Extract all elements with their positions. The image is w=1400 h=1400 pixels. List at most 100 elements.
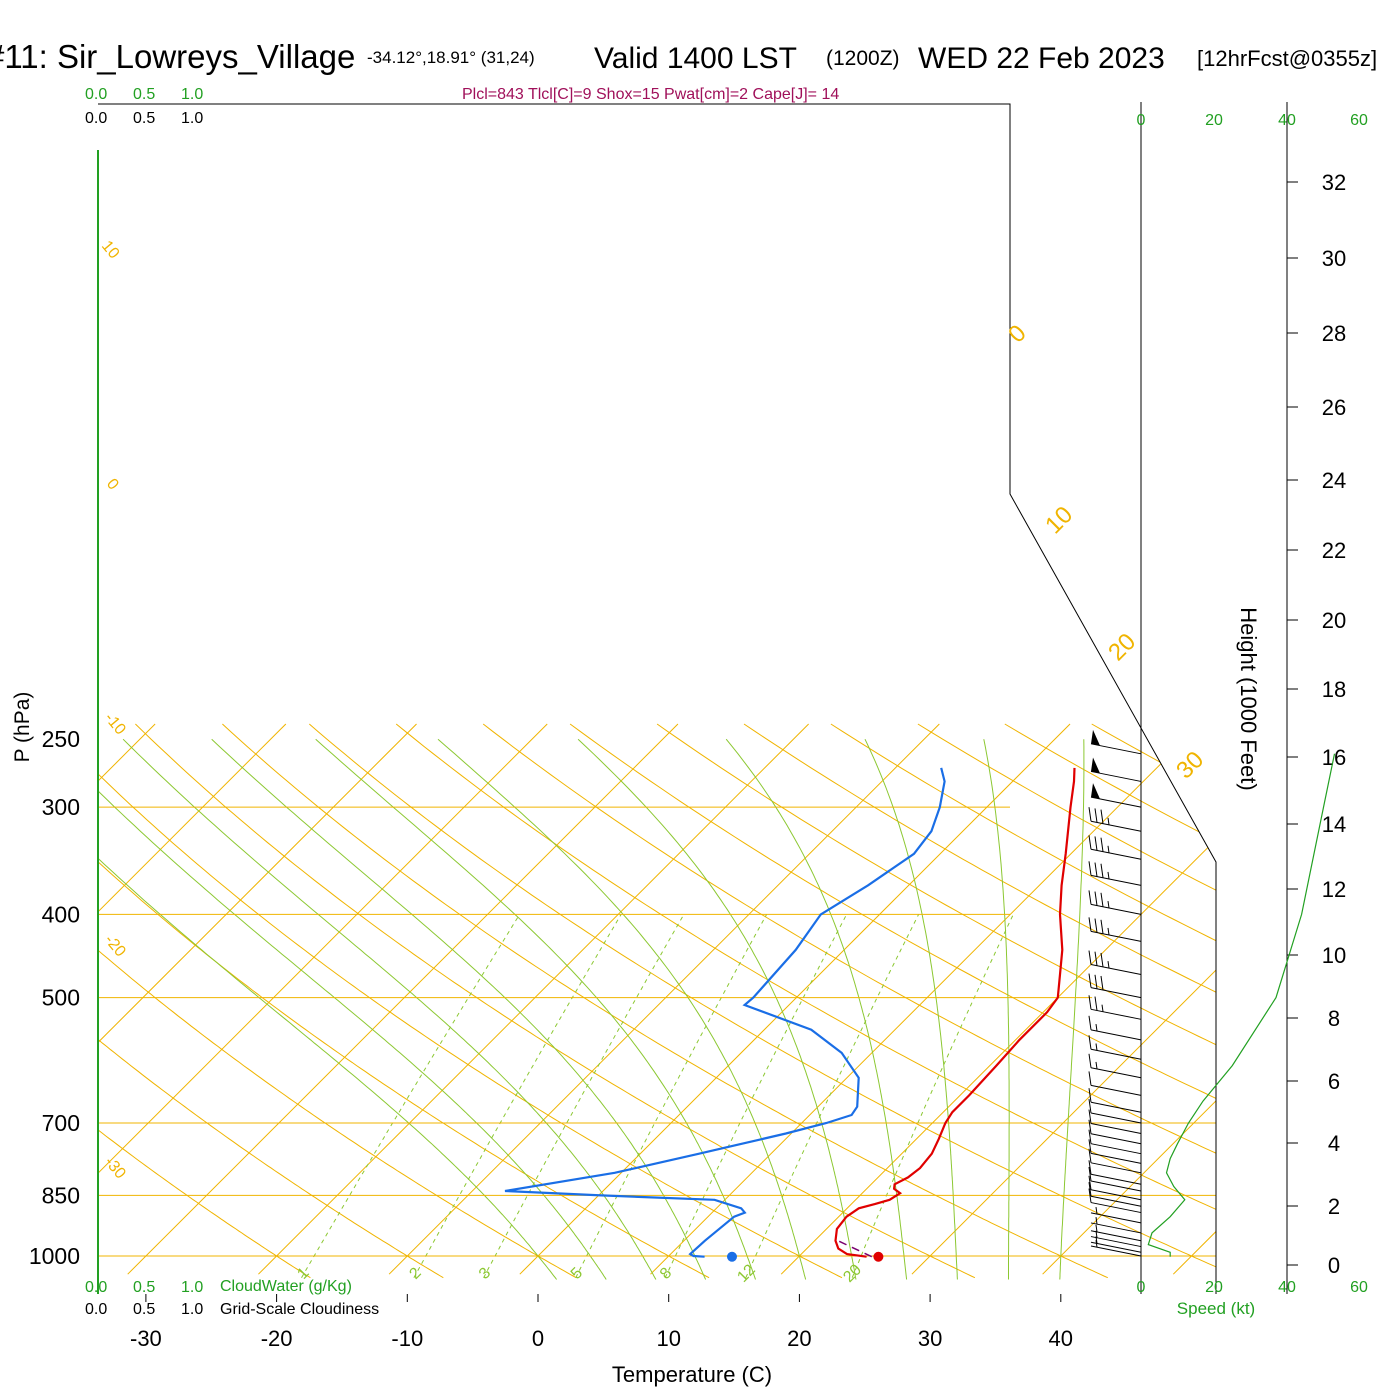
speed-tick-top: 20	[1205, 112, 1223, 129]
height-tick-label: 26	[1322, 395, 1346, 420]
dry-adiabat-line	[308, 723, 1216, 1279]
barb-full-flag	[1088, 1166, 1092, 1182]
barb-full-flag	[1088, 973, 1092, 988]
wind-barb	[1088, 995, 1142, 1020]
barb-shaft	[1090, 1123, 1142, 1135]
pressure-label: 250	[42, 726, 80, 752]
adiabat-label: 10	[98, 238, 123, 263]
barb-full-flag	[1088, 1119, 1092, 1134]
barb-full-flag	[1088, 1053, 1092, 1068]
height-tick-label: 10	[1322, 943, 1346, 968]
wind-barb	[1088, 917, 1142, 942]
barb-shaft	[1090, 1245, 1142, 1257]
barb-full-flag	[1094, 808, 1098, 823]
barb-half-flag	[1095, 1224, 1098, 1233]
height-axis-title: Height (1000 Feet)	[1236, 607, 1261, 790]
moist-adiabat-line	[577, 738, 857, 1280]
barb-shaft	[1090, 1189, 1142, 1201]
dry-adiabat-line	[830, 723, 1216, 1279]
moist-adiabat-line	[98, 738, 607, 1280]
pressure-label: 400	[42, 901, 80, 927]
barb-full-flag	[1094, 974, 1098, 989]
height-tick-label: 18	[1322, 677, 1346, 702]
cloud-bottom-black-0: 0.0	[85, 1301, 107, 1318]
mixing-ratio-label: 2	[406, 1264, 424, 1282]
y-axis-title: P (hPa)	[11, 692, 34, 763]
moist-adiabat-line	[122, 738, 657, 1280]
barb-full-flag	[1088, 995, 1092, 1010]
pressure-label: 700	[42, 1110, 80, 1136]
wind-barbs	[1088, 729, 1142, 1257]
adiabat-label: -30	[101, 1154, 129, 1183]
dry-adiabat-line	[98, 723, 311, 1279]
barb-full-flag	[1088, 1071, 1092, 1086]
wind-barb	[1090, 1240, 1142, 1257]
barb-half-flag	[1107, 845, 1110, 853]
height-tick-label: 14	[1322, 812, 1346, 837]
wind-barb	[1088, 890, 1142, 915]
barb-full-flag	[1088, 1160, 1092, 1175]
station-title: #11: Sir_Lowreys_Village	[0, 38, 355, 75]
wind-barb	[1088, 1188, 1142, 1214]
station-coords: -34.12°,18.91° (31,24)	[367, 48, 535, 67]
barb-shaft	[1090, 743, 1142, 755]
x-tick-label: 30	[918, 1326, 942, 1351]
height-tick-label: 22	[1322, 538, 1346, 563]
barb-full-flag	[1094, 918, 1098, 933]
wind-barb	[1088, 1098, 1142, 1124]
pressure-label: 850	[42, 1182, 80, 1208]
barb-shaft	[1090, 1195, 1142, 1207]
dewpoint-profile-line	[504, 767, 946, 1258]
moist-adiabat-line	[211, 738, 707, 1280]
indices-line: Plcl=843 Tlcl[C]=9 Shox=15 Pwat[cm]=2 Ca…	[462, 86, 839, 103]
barb-shaft	[1090, 987, 1142, 999]
barb-half-flag	[1095, 1023, 1098, 1032]
barb-half-flag	[1095, 1061, 1098, 1070]
isotherm-label: 0	[1003, 320, 1032, 349]
barb-full-flag	[1088, 1188, 1092, 1203]
wind-barb	[1088, 973, 1142, 999]
barb-shaft	[1090, 1101, 1142, 1113]
barb-full-flag	[1094, 836, 1098, 851]
barb-shaft	[1090, 1241, 1142, 1253]
barb-half-flag	[1101, 1004, 1104, 1012]
cloud-top-green-2: 1.0	[181, 86, 203, 103]
barb-full-flag	[1100, 863, 1104, 878]
isotherm-line	[519, 723, 1071, 1275]
moist-adiabat-line	[864, 738, 958, 1280]
barb-half-flag	[1107, 871, 1110, 880]
barb-half-flag	[1107, 900, 1110, 909]
mixing-ratio-line	[745, 914, 920, 1278]
speed-tick-top: 0	[1137, 112, 1146, 129]
isotherm-line	[388, 723, 940, 1275]
isotherm-line	[98, 723, 548, 1275]
grid-cloudiness-label: Grid-Scale Cloudiness	[220, 1301, 379, 1318]
barb-full-flag	[1088, 1139, 1092, 1154]
wind-barb	[1090, 1217, 1142, 1234]
barb-full-flag	[1088, 1098, 1092, 1114]
pressure-label: 300	[42, 794, 80, 820]
barb-shaft	[1090, 1222, 1142, 1234]
plot-frame	[97, 103, 1217, 1302]
isotherm-label: 30	[1171, 746, 1209, 784]
cloud-bottom-green-0: 0.0	[85, 1279, 107, 1296]
isotherm-line	[911, 723, 1216, 1275]
height-speed-panel: 0020204040606002468101214161820222426283…	[1137, 102, 1368, 1296]
wind-barb	[1088, 1182, 1142, 1207]
barb-shaft	[1090, 1067, 1142, 1079]
barb-shaft	[1090, 1029, 1142, 1041]
adiabat-label: -10	[101, 710, 129, 739]
cloud-scale-bottom: 0.0 0.5 1.0 CloudWater (g/Kg) 0.0 0.5 1.…	[85, 1278, 379, 1318]
wind-barb	[1088, 807, 1142, 832]
barb-shaft	[1090, 1133, 1142, 1145]
height-tick-label: 2	[1328, 1194, 1340, 1219]
axis-labels: 1 2 3 5 8 12 20-30 -20 -10 0 10 20 30 401000850700500…	[29, 238, 1209, 1351]
moist-adiabat-line	[983, 739, 1010, 1280]
height-tick-label: 24	[1322, 468, 1346, 493]
wind-barb	[1088, 1129, 1142, 1155]
surface-dewpoint-marker	[726, 1251, 737, 1262]
forecast-label: [12hrFcst@0355z]	[1197, 46, 1377, 71]
barb-shaft	[1090, 903, 1142, 915]
barb-full-flag	[1088, 950, 1092, 965]
wind-barb	[1088, 950, 1142, 976]
